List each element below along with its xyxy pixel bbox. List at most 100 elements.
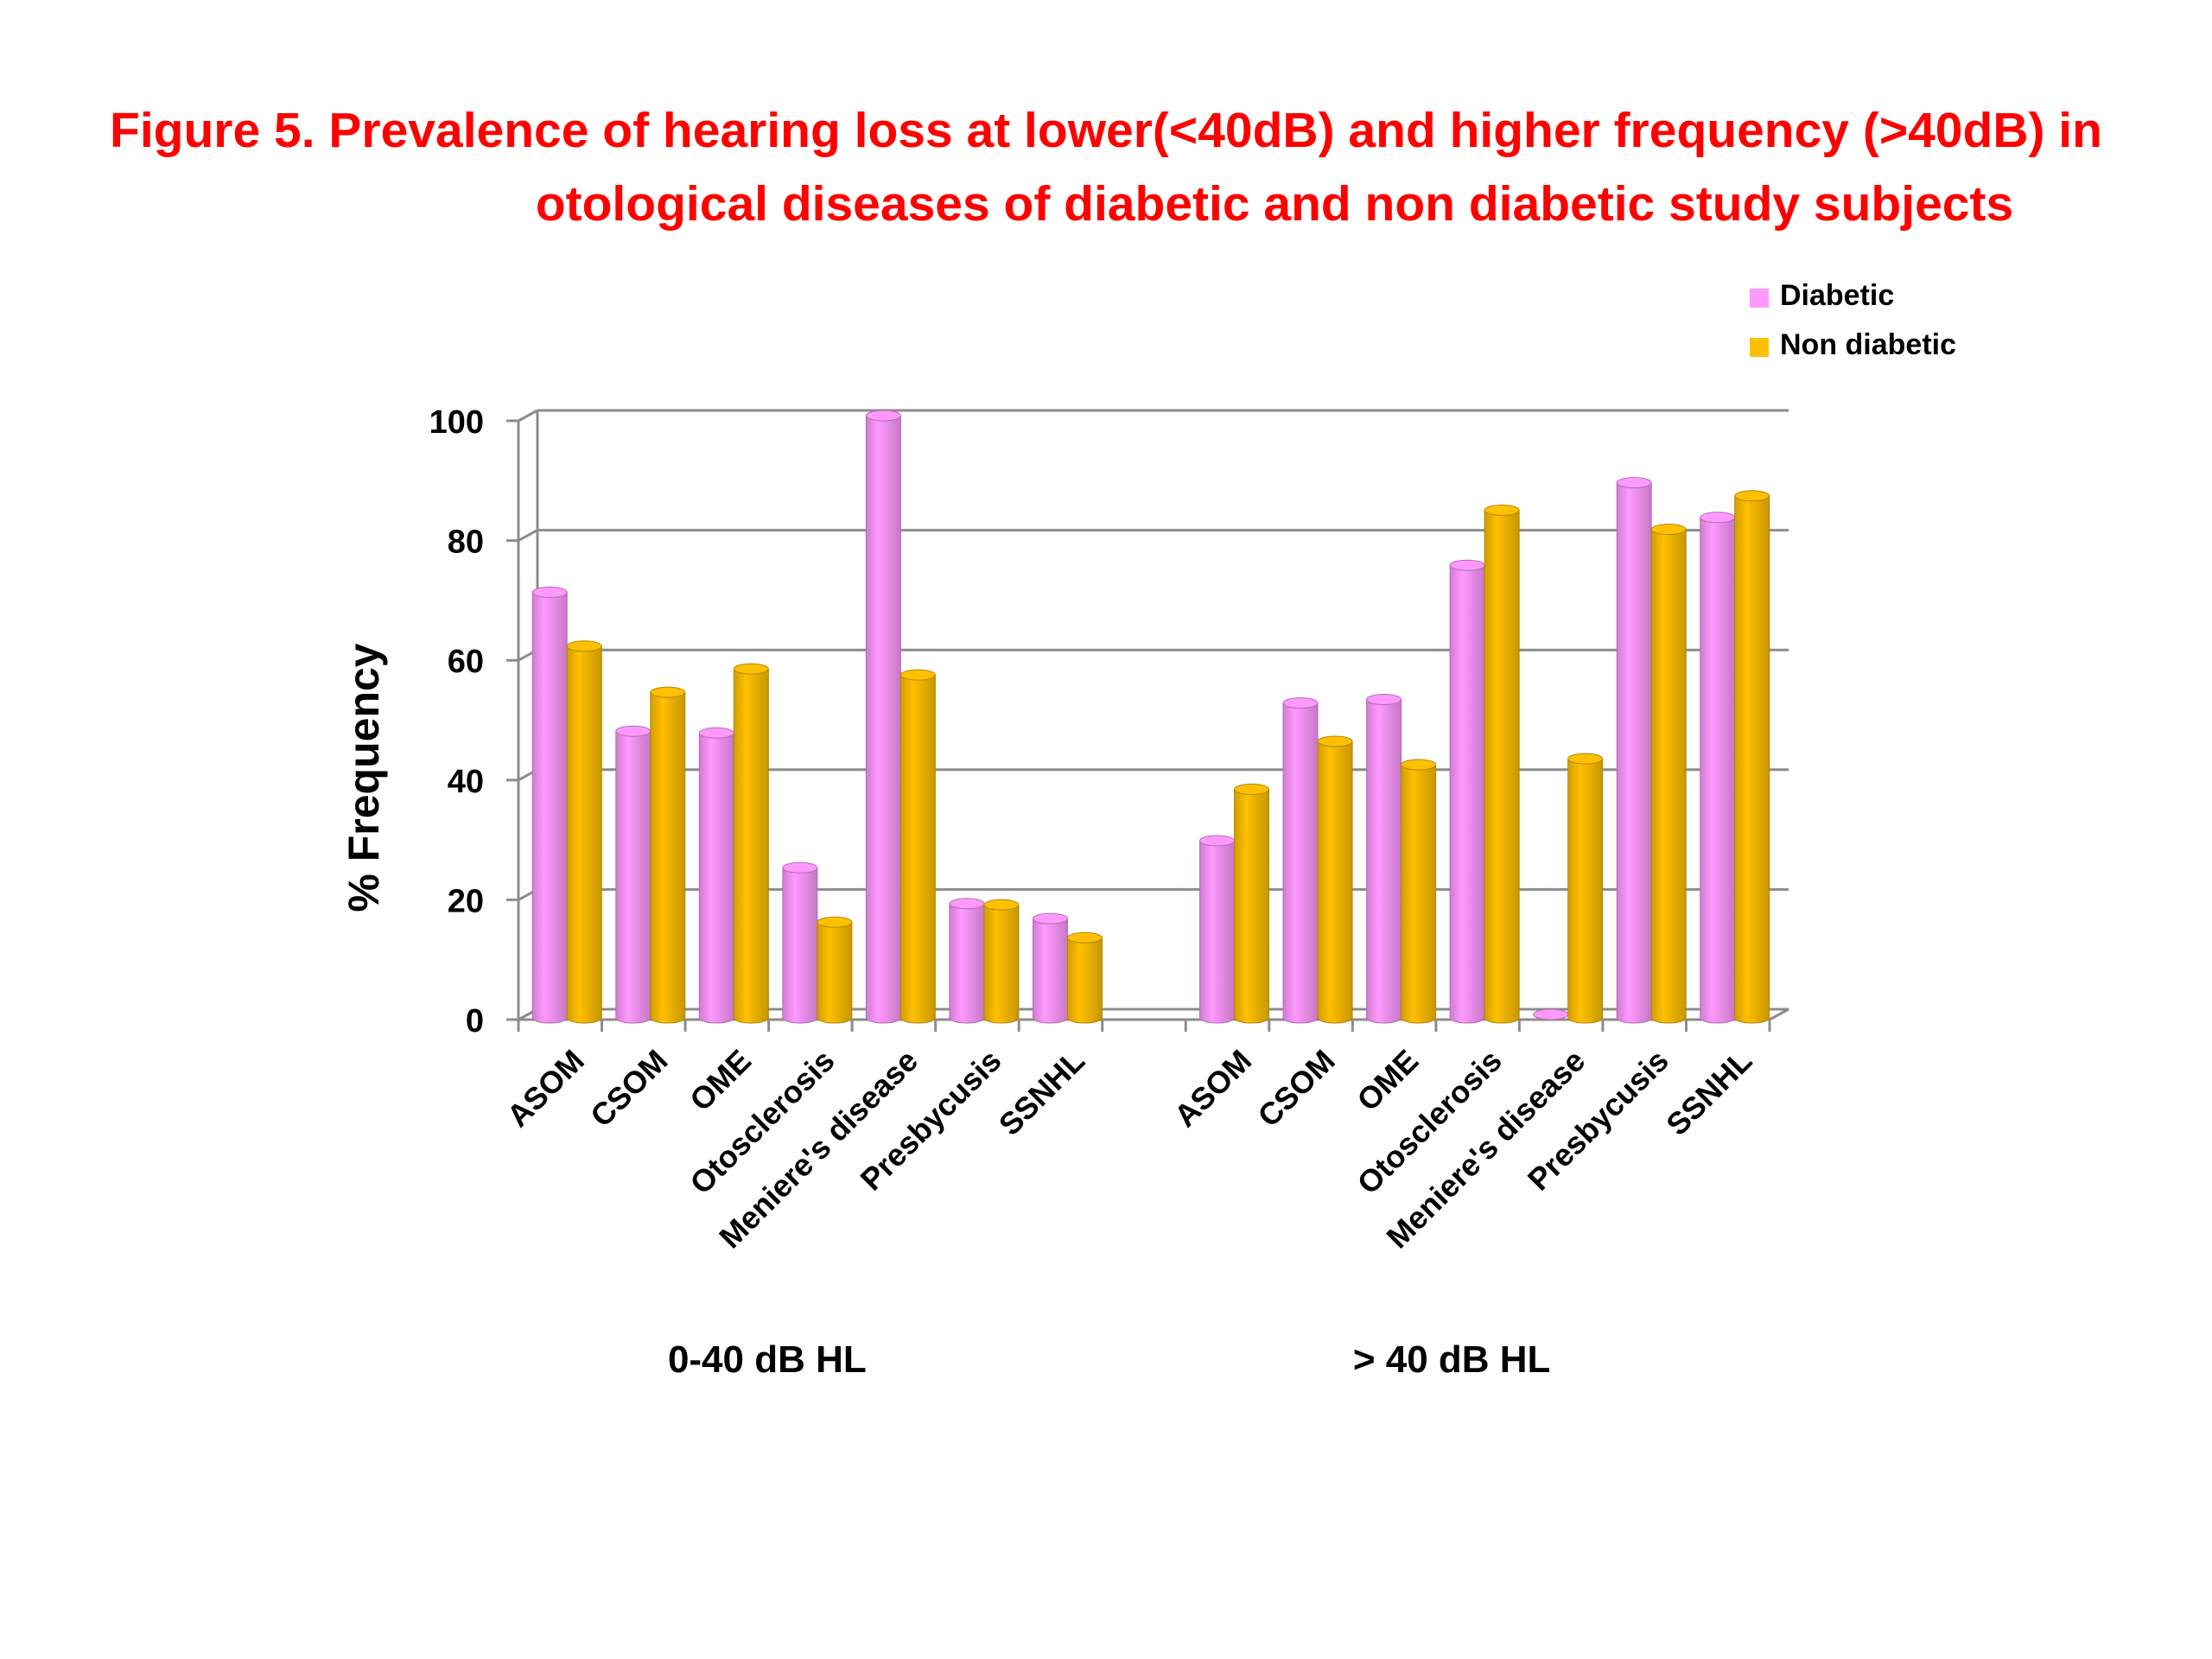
y-tick-label: 20 [448,883,484,919]
bar-top [650,686,686,698]
bar-body [1449,564,1485,1024]
bar-body [1616,482,1652,1024]
bar-diabetic [531,586,568,1024]
x-group-label: 0-40 dB HL [668,1338,867,1381]
x-category-label: CSOM [583,1043,674,1134]
bar-body [1282,702,1319,1024]
legend: Diabetic Non diabetic [1750,279,1956,361]
bar-body [698,732,734,1024]
bar-body [817,921,853,1024]
bar-top [1234,783,1270,795]
bar-top [1533,1008,1569,1020]
bar-body [650,691,686,1024]
y-tick-label: 40 [448,764,484,800]
bar-top [1066,931,1103,944]
bar-diabetic [1533,1008,1569,1020]
bar-non-diabetic [1234,783,1270,1024]
bar-top [782,861,818,874]
bar-top [1199,835,1236,847]
bar-top [1449,559,1485,571]
bar-diabetic [1282,697,1319,1024]
bar-top [1700,512,1736,524]
bar-body [615,730,652,1024]
bar-body [1317,741,1353,1024]
bar-top [698,727,734,739]
legend-label: Non diabetic [1780,328,1956,361]
bar-body [899,674,936,1024]
bar-top [531,586,568,598]
y-axis-title: % Frequency [340,643,388,912]
bars-layer [531,410,1770,1024]
bar-diabetic [782,861,818,1024]
bar-top [899,669,936,681]
x-category-label: ASOM [1167,1043,1258,1134]
gridline-connector [518,529,538,542]
x-category-label: Otosclerosis [1351,1043,1509,1201]
x-category-label: SSNHL [992,1043,1091,1142]
bar-non-diabetic [1317,735,1353,1024]
bar-non-diabetic [817,916,853,1024]
bar-diabetic [1616,477,1652,1024]
bar-non-diabetic [733,663,769,1024]
bar-diabetic [865,410,901,1024]
bar-diabetic [1366,693,1402,1024]
bar-body [1567,758,1604,1024]
bar-body [782,867,818,1024]
bar-body [1032,918,1068,1024]
bar-non-diabetic [1484,504,1520,1024]
bar-diabetic [1449,559,1485,1024]
bar-body [566,645,602,1024]
bar-body [949,903,985,1024]
bar-non-diabetic [1734,490,1770,1024]
bar-top [1366,693,1402,705]
bar-non-diabetic [899,669,936,1024]
bar-body [1650,529,1687,1024]
bar-body [1199,840,1236,1024]
bar-top [615,725,652,737]
bar-top [983,899,1020,911]
bar-body [1066,937,1103,1024]
bar-top [949,898,985,910]
bar-top [1734,490,1770,502]
bar-non-diabetic [983,899,1020,1024]
bar-top [865,410,901,422]
bar-diabetic [1199,835,1236,1024]
chart-title-line-2: otological diseases of diabetic and non … [535,176,2014,232]
chart-title-line-1: Figure 5. Prevalence of hearing loss at … [110,103,2102,158]
y-tick-label: 80 [448,524,484,561]
x-category-label: OME [683,1043,758,1118]
bar-non-diabetic [1401,759,1437,1024]
bar-body [1366,698,1402,1024]
x-category-label: Otosclerosis [683,1043,841,1201]
y-tick-label: 0 [466,1003,484,1039]
x-category-label: ASOM [500,1043,591,1134]
x-group-label: > 40 dB HL [1353,1338,1551,1381]
bar-top [1616,477,1652,489]
bar-body [1700,517,1736,1024]
bar-non-diabetic [566,640,602,1024]
x-category-label: CSOM [1250,1043,1341,1134]
bar-body [1734,495,1770,1024]
y-tick-label: 100 [429,404,484,441]
bar-top [1317,735,1353,747]
bar-top [1484,504,1520,516]
bar-diabetic [1700,512,1736,1024]
bar-top [1032,912,1068,925]
bar-diabetic [949,898,985,1024]
bar-body [865,415,901,1024]
legend-label: Diabetic [1780,279,1894,312]
bar-body [733,668,769,1024]
bar-body [1484,509,1520,1024]
bar-body [1401,764,1437,1024]
bar-top [1650,524,1687,536]
bar-top [1567,753,1604,765]
bar-diabetic [1032,912,1068,1024]
bar-top [817,916,853,928]
bar-non-diabetic [650,686,686,1024]
bar-top [1282,697,1319,709]
bar-diabetic [698,727,734,1024]
gridline-connector [518,409,538,423]
x-category-label: OME [1350,1043,1425,1118]
